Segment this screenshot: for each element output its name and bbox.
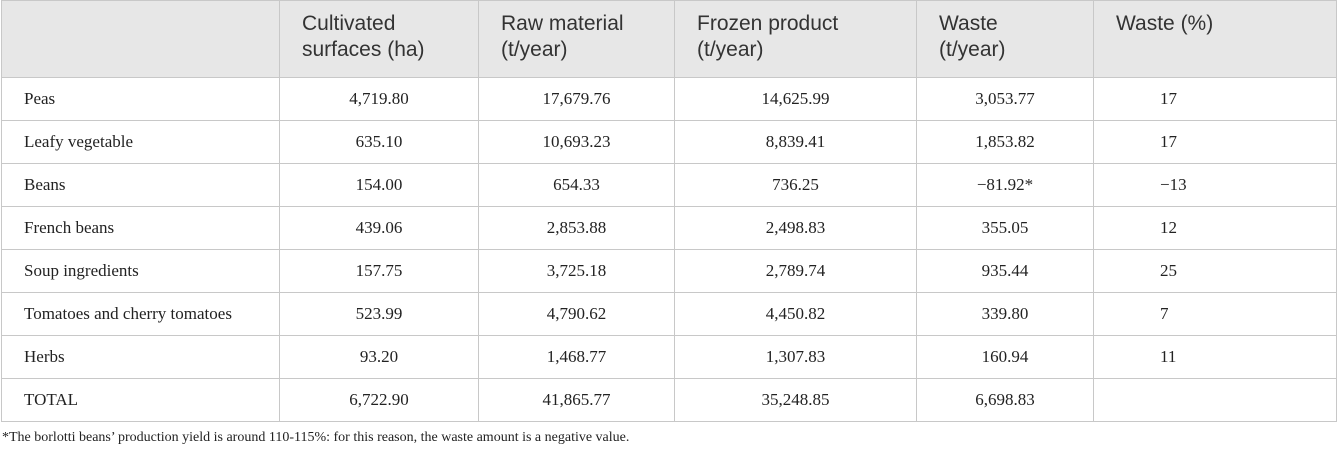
table-cell: 6,722.90 xyxy=(279,378,479,422)
table-cell: 35,248.85 xyxy=(674,378,917,422)
table-cell: 3,053.77 xyxy=(916,77,1094,121)
table-cell: 654.33 xyxy=(478,163,675,207)
table-cell: 6,698.83 xyxy=(916,378,1094,422)
table-cell: 2,789.74 xyxy=(674,249,917,293)
table-cell: 355.05 xyxy=(916,206,1094,250)
table-cell: 12 xyxy=(1093,206,1337,250)
table-cell: 523.99 xyxy=(279,292,479,336)
table-cell: French beans xyxy=(1,206,280,250)
table-cell: 25 xyxy=(1093,249,1337,293)
table-cell: Tomatoes and cherry tomatoes xyxy=(1,292,280,336)
table-cell: Leafy vegetable xyxy=(1,120,280,164)
footnote: *The borlotti beans’ production yield is… xyxy=(2,430,630,445)
header-cell xyxy=(1,0,280,78)
table-row: TOTAL 6,722.90 41,865.77 35,248.85 6,698.83 xyxy=(1,378,1337,422)
table-cell: 17 xyxy=(1093,77,1337,121)
table-cell: 93.20 xyxy=(279,335,479,379)
table-cell: Soup ingredients xyxy=(1,249,280,293)
table-cell: 439.06 xyxy=(279,206,479,250)
table-cell: 154.00 xyxy=(279,163,479,207)
table-row: Leafy vegetable 635.10 10,693.23 8,839.41 1,… xyxy=(1,120,1337,164)
header-row: Cultivated surfaces (ha) Raw material (t/ye… xyxy=(1,0,1337,78)
table-cell: TOTAL xyxy=(1,378,280,422)
table-row: Soup ingredients 157.75 3,725.18 2,789.74 93… xyxy=(1,249,1337,293)
header-text: (t/year) xyxy=(939,38,1006,61)
table-cell: 8,839.41 xyxy=(674,120,917,164)
table-cell: 3,725.18 xyxy=(478,249,675,293)
table-cell: 4,450.82 xyxy=(674,292,917,336)
header-text: Waste (%) xyxy=(1116,12,1214,35)
header-text: Cultivated xyxy=(302,12,396,35)
header-cell: Waste (%) xyxy=(1093,0,1337,78)
table-cell: Peas xyxy=(1,77,280,121)
table-cell: 10,693.23 xyxy=(478,120,675,164)
table-cell: 41,865.77 xyxy=(478,378,675,422)
data-table: Cultivated surfaces (ha) Raw material (t/ye… xyxy=(1,0,1337,422)
table-row: Tomatoes and cherry tomatoes 523.99 4,790.… xyxy=(1,292,1337,336)
header-text: Frozen product xyxy=(697,12,839,35)
header-cell: Cultivated surfaces (ha) xyxy=(279,0,479,78)
table-cell: 1,307.83 xyxy=(674,335,917,379)
table-row: Beans 154.00 654.33 736.25 −81.92* −13 xyxy=(1,163,1337,207)
table-row: Peas 4,719.80 17,679.76 14,625.99 3,053.77 17 xyxy=(1,77,1337,121)
table-cell: 2,498.83 xyxy=(674,206,917,250)
table-cell: Herbs xyxy=(1,335,280,379)
table-cell: 160.94 xyxy=(916,335,1094,379)
table-cell: 635.10 xyxy=(279,120,479,164)
header-text: surfaces (ha) xyxy=(302,38,425,61)
table-cell: 7 xyxy=(1093,292,1337,336)
table-cell: 736.25 xyxy=(674,163,917,207)
table-cell: 935.44 xyxy=(916,249,1094,293)
table-cell: 157.75 xyxy=(279,249,479,293)
table-row: Herbs 93.20 1,468.77 1,307.83 160.94 11 xyxy=(1,335,1337,379)
table-cell: 2,853.88 xyxy=(478,206,675,250)
table-cell: 4,790.62 xyxy=(478,292,675,336)
header-text: Raw material xyxy=(501,12,624,35)
header-cell: Raw material (t/year) xyxy=(478,0,675,78)
table-cell: Beans xyxy=(1,163,280,207)
table-cell xyxy=(1093,378,1337,422)
header-text: (t/year) xyxy=(697,38,764,61)
table-cell: 1,853.82 xyxy=(916,120,1094,164)
table-cell: −81.92* xyxy=(916,163,1094,207)
table-cell: 339.80 xyxy=(916,292,1094,336)
table-cell: 14,625.99 xyxy=(674,77,917,121)
table-cell: 4,719.80 xyxy=(279,77,479,121)
header-cell: Waste (t/year) xyxy=(916,0,1094,78)
table-cell: −13 xyxy=(1093,163,1337,207)
table-cell: 11 xyxy=(1093,335,1337,379)
table-cell: 1,468.77 xyxy=(478,335,675,379)
header-cell: Frozen product (t/year) xyxy=(674,0,917,78)
table-cell: 17,679.76 xyxy=(478,77,675,121)
table-cell: 17 xyxy=(1093,120,1337,164)
header-text: Waste xyxy=(939,12,998,35)
header-text: (t/year) xyxy=(501,38,568,61)
table-row: French beans 439.06 2,853.88 2,498.83 355.05… xyxy=(1,206,1337,250)
